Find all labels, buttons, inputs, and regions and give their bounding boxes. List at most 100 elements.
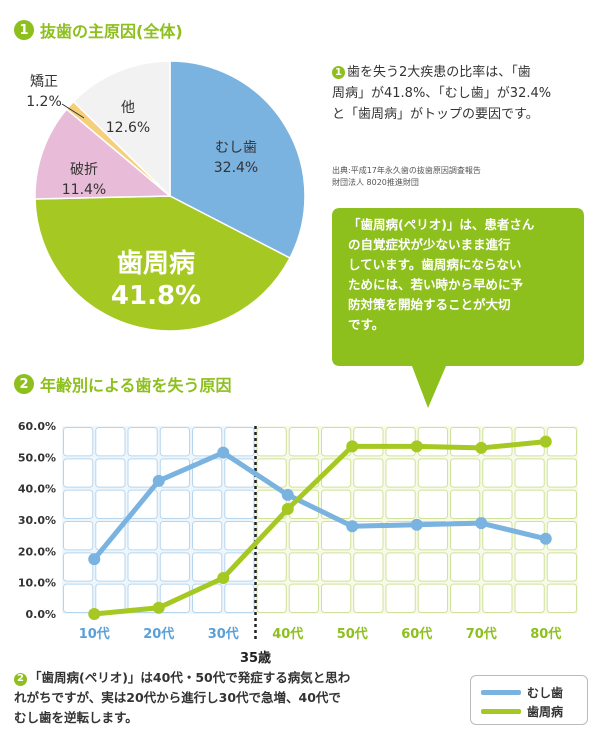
grid-cell (482, 583, 513, 614)
grid-cell (256, 427, 287, 457)
grid-cell (482, 552, 513, 582)
bubble-line-6: です。 (348, 317, 385, 332)
summary-line-3: と「歯周病」がトップの要因です。 (332, 107, 539, 122)
y-tick-label: 40.0% (18, 483, 56, 496)
grid-cell (127, 552, 158, 582)
data-point-periodontal (539, 435, 552, 448)
grid-cell (546, 489, 577, 519)
grid-cell (514, 458, 545, 488)
legend-swatch-periodontal (481, 709, 521, 714)
x-tick-label: 60代 (401, 626, 432, 642)
section2-number-badge: 2 (14, 374, 34, 394)
grid-cell (95, 427, 126, 457)
source-note: 出典:平成17年永久歯の抜歯原因調査報告 財団法人 8020推進財団 (332, 165, 481, 189)
grid-cell (514, 552, 545, 582)
x-tick-label: 20代 (143, 626, 174, 642)
data-point-periodontal (88, 608, 101, 620)
chart-legend: むし歯 歯周病 (470, 675, 588, 725)
grid-cell (159, 489, 190, 519)
grid-cell (450, 489, 481, 519)
grid-cell (546, 583, 577, 614)
grid-cell (321, 583, 352, 614)
grid-cell (353, 427, 384, 457)
grid-cell (95, 489, 126, 519)
grid-cell (159, 521, 190, 551)
age-35-label: 35歳 (240, 650, 271, 666)
grid-cell (353, 583, 384, 614)
pie-slice-periodontal (34, 195, 291, 332)
grid-cell (385, 489, 416, 519)
grid-cell (417, 458, 448, 488)
grid-cell (224, 489, 255, 519)
grid-cell (63, 427, 94, 457)
data-point-caries (410, 518, 423, 531)
grid-cell (256, 552, 287, 582)
bubble-line-4: ためには、若い時から早めに予 (348, 277, 524, 292)
grid-cell (224, 521, 255, 551)
grid-cell (256, 521, 287, 551)
bubble-line-1: 「歯周病(ペリオ)」は、患者さん (348, 217, 535, 232)
data-point-caries (475, 517, 488, 530)
grid-cell (353, 458, 384, 488)
section2-heading: 2 年齢別による歯を失う原因 (14, 372, 232, 396)
bubble-line-3: しています。歯周病にならない (348, 257, 522, 272)
series-line-caries (92, 450, 547, 561)
data-point-caries (88, 553, 101, 566)
grid-cell (482, 427, 513, 457)
grid-cell (417, 583, 448, 614)
grid-cell (385, 552, 416, 582)
data-point-periodontal (281, 503, 294, 516)
grid-cell (63, 521, 94, 551)
grid-cell (159, 427, 190, 457)
legend-swatch-caries (481, 690, 521, 695)
legend-item-periodontal: 歯周病 (481, 703, 563, 720)
grid-cell (192, 489, 223, 519)
grid-cell (288, 458, 319, 488)
grid-cell (546, 521, 577, 551)
grid-cell (63, 489, 94, 519)
source-line-2: 財団法人 8020推進財団 (332, 178, 419, 187)
grid-cell (546, 458, 577, 488)
legend-item-caries: むし歯 (481, 684, 563, 701)
grid-cell (127, 427, 158, 457)
line-chart: 0.0% 10.0% 20.0% 30.0% 40.0% 50.0% 60.0% 10代 20代… (18, 420, 578, 666)
pie-label-fracture: 破折 (70, 162, 98, 178)
data-point-periodontal (152, 601, 165, 614)
data-point-periodontal (217, 571, 230, 584)
x-tick-label: 80代 (530, 626, 561, 642)
x-tick-label: 70代 (466, 626, 497, 642)
grid-cell (256, 583, 287, 614)
pie-slice-caries (169, 60, 306, 260)
pie-label-caries: むし歯 (215, 140, 257, 156)
pie-slice-fracture (34, 108, 173, 200)
grid-cell (546, 552, 577, 582)
pie-value-other: 12.6% (106, 120, 150, 136)
note-line-1: 2 「歯周病(ペリオ)」は40代・50代で発症する病気と思わ (14, 668, 464, 688)
pie-slice-other (72, 60, 171, 198)
pie-value-fracture: 11.4% (62, 182, 106, 198)
grid-cell (95, 458, 126, 488)
grid-cell (63, 458, 94, 488)
x-tick-label: 30代 (208, 626, 239, 642)
y-tick-label: 30.0% (18, 514, 56, 527)
grid-cell (127, 458, 158, 488)
series-line-periodontal (94, 439, 546, 617)
legend-label-caries: むし歯 (527, 686, 564, 700)
grid-cell (192, 521, 223, 551)
grid-cell (353, 552, 384, 582)
section1-number-badge: 1 (14, 20, 34, 40)
bubble-line-2: の自覚症状が少ないまま進行 (348, 237, 511, 252)
grid-cell (288, 521, 319, 551)
grid-cell (385, 583, 416, 614)
grid-cell (385, 521, 416, 551)
data-point-caries (281, 488, 294, 501)
data-point-periodontal (410, 440, 423, 453)
pie-value-orthodontic: 1.2% (26, 94, 62, 110)
summary-line-1: 1 歯を失う2大疾患の比率は、「歯 (332, 62, 594, 83)
data-point-caries (346, 520, 359, 533)
grid-cell (127, 583, 158, 614)
grid-cell (127, 521, 158, 551)
pie-leader-line (61, 103, 85, 119)
y-tick-label: 60.0% (18, 420, 56, 433)
